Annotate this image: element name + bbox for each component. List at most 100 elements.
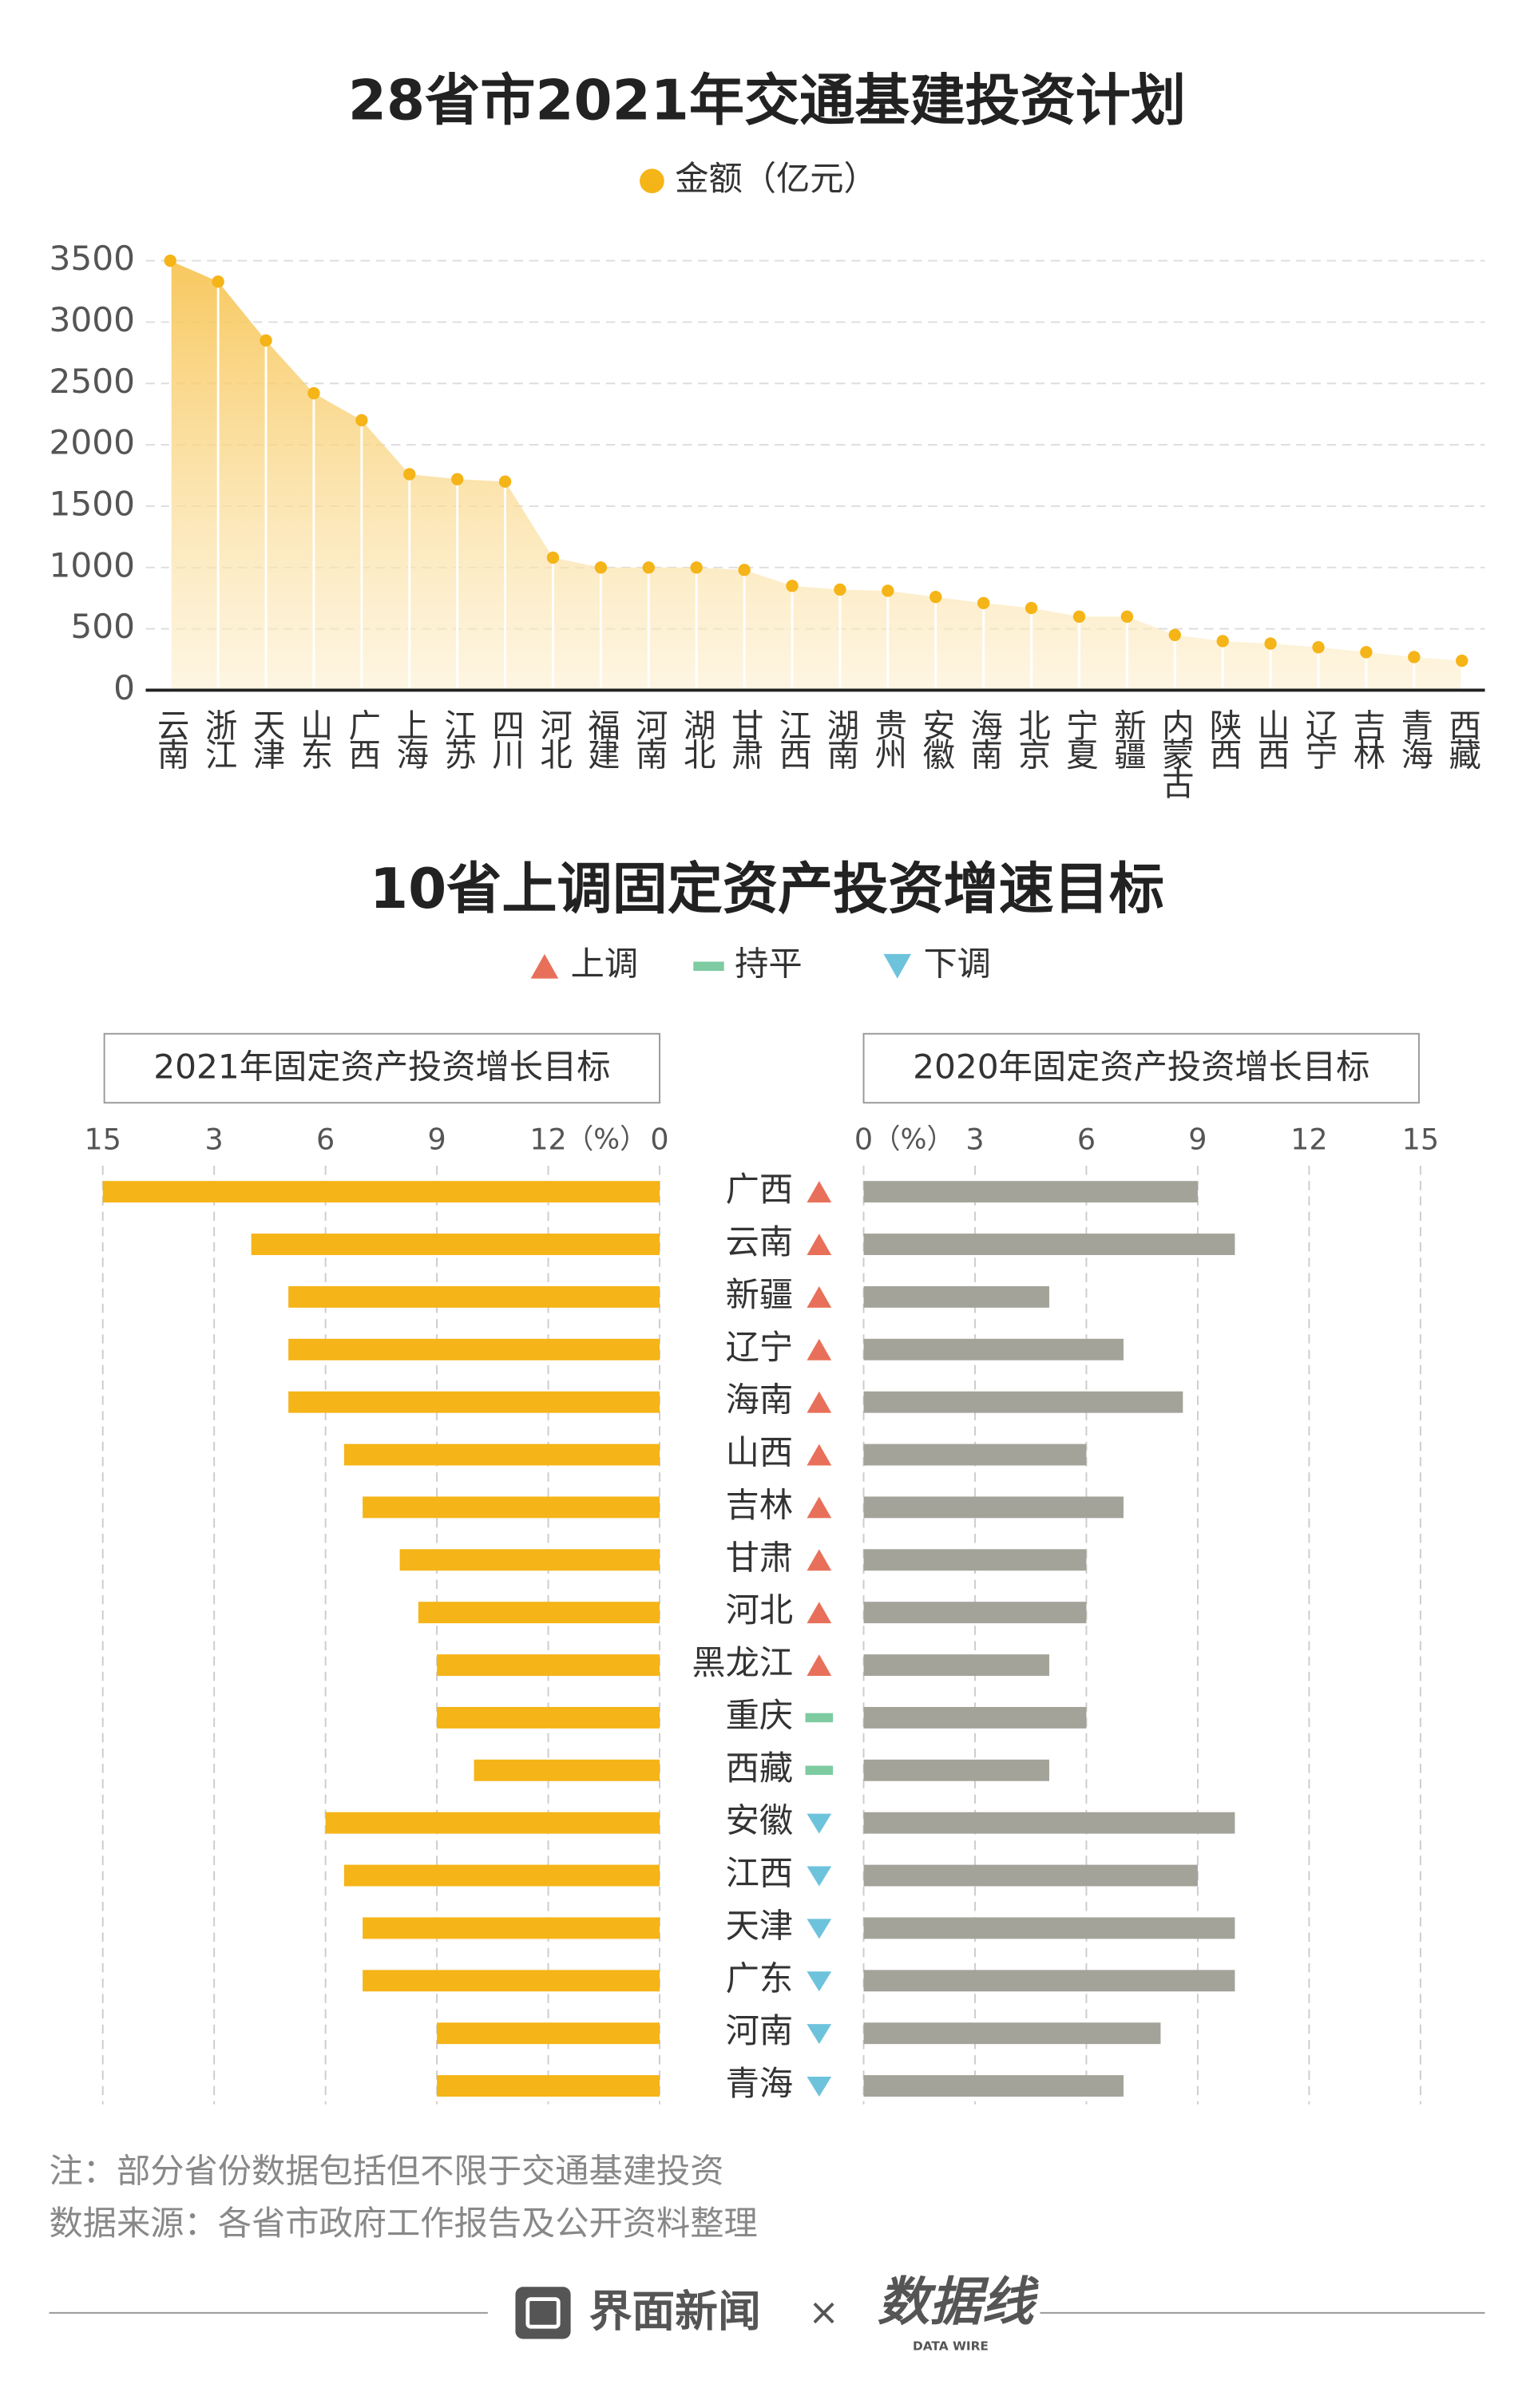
category-label: 青海 [726, 2064, 793, 2103]
point [594, 561, 608, 574]
partner-sub: DATA WIRE [913, 2339, 989, 2354]
point [882, 584, 894, 597]
panel-label-box [103, 1032, 660, 1104]
bar [863, 1917, 1235, 1939]
bar [288, 1391, 660, 1413]
y-tick-label: 3000 [50, 300, 136, 339]
x-tick-label: 12 [529, 1123, 566, 1157]
legend-label: 金额（亿元） [675, 159, 877, 198]
adjustment-marker [807, 1654, 832, 1676]
y-tick-label: 1500 [50, 484, 136, 523]
bar [437, 1706, 660, 1729]
partner: 数据线 [878, 2271, 1040, 2332]
legend-marker [883, 953, 912, 979]
category-label: 山西 [726, 1433, 793, 1472]
bar [863, 2075, 1124, 2097]
point [450, 473, 464, 485]
bar [343, 1864, 660, 1887]
bar [863, 1444, 1087, 1466]
bar [437, 1654, 660, 1676]
x-tick-label: 湖南 [821, 709, 858, 770]
point [498, 475, 512, 488]
bar [363, 1496, 660, 1519]
x-tick-label: 江西 [774, 709, 811, 770]
bar [863, 1970, 1235, 1992]
point [977, 596, 990, 610]
x-tick-label: 河北 [534, 709, 572, 770]
x-tick-label: 山西 [1252, 709, 1290, 770]
point [930, 590, 942, 604]
adjustment-marker [807, 1549, 832, 1571]
adjustment-marker [807, 1813, 832, 1834]
x-tick-label: 河南 [630, 709, 668, 770]
category-label: 广西 [726, 1170, 793, 1209]
bar [418, 1602, 660, 1624]
point [1264, 637, 1277, 650]
point [1168, 628, 1181, 641]
point [1360, 646, 1373, 659]
x-tick-label: 浙江 [200, 709, 237, 770]
x-tick-label: 西藏 [1443, 709, 1480, 770]
x-tick-label: 15 [84, 1123, 121, 1157]
bar [363, 1970, 660, 1992]
adjustment-marker [807, 1391, 832, 1413]
y-tick-label: 3500 [50, 239, 136, 278]
x-tick-label: 北京 [1013, 709, 1050, 770]
x-tick-label: 9 [1188, 1123, 1207, 1157]
bar [863, 1391, 1183, 1413]
bar [325, 1812, 660, 1834]
x-tick-label: 四川 [486, 709, 524, 770]
adjustment-marker [807, 1971, 832, 1992]
point [834, 583, 846, 596]
x-tick-label: 上海 [390, 709, 428, 770]
x-tick-label: 安徽 [917, 709, 954, 770]
point [1072, 610, 1086, 623]
point [786, 580, 799, 592]
legend-label: 上调 [571, 945, 639, 984]
bar [863, 1864, 1198, 1887]
point [1216, 635, 1229, 648]
adjustment-marker [805, 1765, 834, 1776]
legend-label: 下调 [923, 945, 991, 984]
adjustment-marker [807, 1338, 832, 1360]
x-tick-label: 陕西 [1204, 709, 1242, 770]
x-tick-label: 6 [1077, 1123, 1096, 1157]
x-tick-label: 海南 [965, 709, 1002, 770]
legend-marker [693, 961, 724, 972]
category-label: 河北 [726, 1590, 793, 1630]
x-tick-label: 辽宁 [1299, 709, 1337, 770]
x-tick-label: 云南 [152, 709, 189, 770]
point [1025, 601, 1038, 615]
bar [363, 1917, 660, 1939]
adjustment-marker [807, 1234, 832, 1255]
adjustment-marker [807, 1602, 832, 1624]
bar [863, 1496, 1124, 1519]
bar [863, 1812, 1235, 1834]
note: 数据来源：各省市政府工作报告及公开资料整理 [49, 2204, 757, 2243]
bar [863, 1549, 1087, 1571]
adjustment-marker [807, 1181, 832, 1203]
bar [399, 1549, 660, 1571]
point [307, 386, 320, 400]
bar [288, 1338, 660, 1360]
x-tick-label: 江苏 [438, 709, 476, 770]
adjustment-marker [807, 1866, 832, 1887]
category-label: 广东 [726, 1958, 793, 1998]
x-tick-label: 湖北 [678, 709, 715, 770]
point [690, 561, 703, 574]
bar [863, 1654, 1049, 1676]
adjustment-marker [807, 1285, 832, 1308]
bar [474, 1759, 660, 1781]
x-tick-label: 广西 [343, 709, 380, 770]
category-label: 江西 [726, 1854, 793, 1893]
point [260, 334, 272, 347]
category-label: 重庆 [726, 1696, 793, 1735]
note: 注：部分省份数据包括但不限于交通基建投资 [49, 2152, 723, 2191]
x-tick-label: 内蒙古 [1156, 709, 1194, 798]
bar [863, 1759, 1049, 1781]
brand: 界面新闻 [589, 2286, 761, 2336]
point [738, 564, 751, 576]
area [170, 260, 1462, 691]
legend-marker [530, 953, 559, 979]
